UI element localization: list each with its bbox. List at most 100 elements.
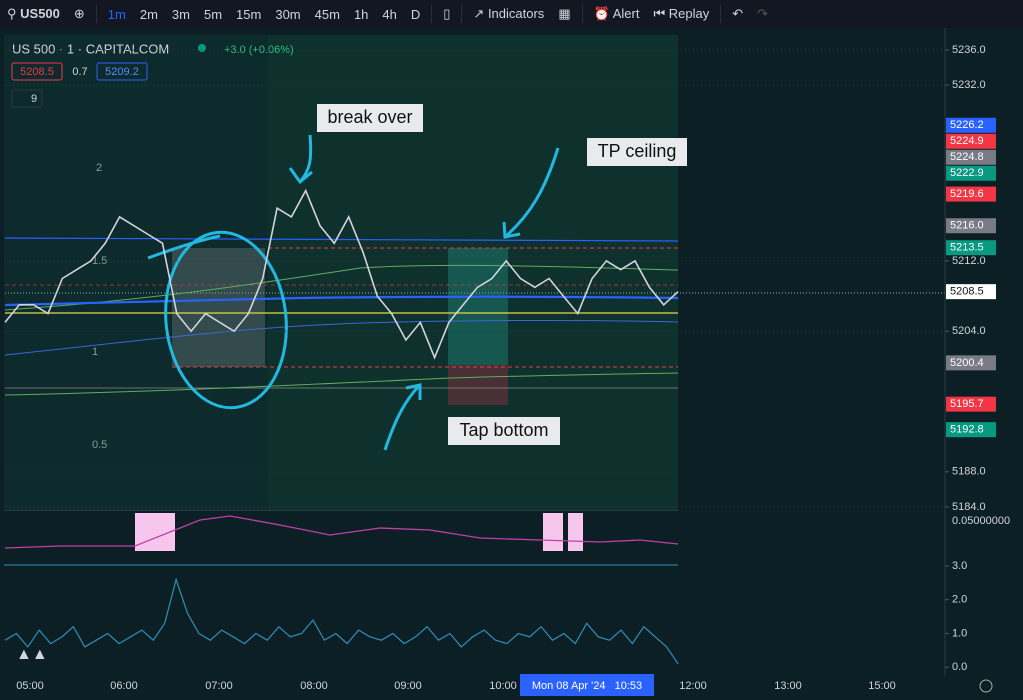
separator [461,5,463,23]
ask-box [96,62,148,81]
fib-label: 1.5 [92,255,107,267]
interval[interactable]: 15m [236,6,262,22]
annotation-box [317,104,423,132]
highlight-box [568,513,583,551]
price-tag-label: 5216.0 [950,220,984,232]
price-tag-label: 5208.5 [950,286,984,298]
x-tick-label: 12:00 [679,680,707,692]
ma-line [4,237,679,242]
indicator-toggle[interactable] [11,89,43,108]
price-tag [946,186,996,202]
price-tag-label: 5219.6 [950,188,984,200]
replay-button[interactable]: ⏮ Replay [653,6,710,21]
interval[interactable]: 30m [275,6,301,22]
symbol-search[interactable]: ⚲ US500 [7,6,60,21]
intervals: 1m 2m 3m 5m 15m 30m 45m 1h 4h D [101,7,427,22]
price-tag [946,165,996,181]
interval[interactable]: 5m [203,6,223,22]
fib-label: 0.5 [92,439,107,451]
price-tag [946,117,996,133]
price-tag [946,422,996,438]
price-tag-label: 5226.2 [950,119,984,131]
price-tag-label: 5224.8 [950,151,984,163]
price-tag-label: 5213.5 [950,242,984,254]
price-tag [946,355,996,371]
price-tag-label: 5195.7 [950,398,984,410]
price-tag [946,396,996,412]
price-tag-label: 5222.9 [950,167,984,179]
price-tag [946,149,996,165]
undo[interactable]: ↶ [732,6,744,21]
target-box [448,248,508,365]
arrow [288,134,313,185]
x-tick-label: 07:00 [205,680,233,692]
price-line [4,188,679,360]
annotation: Tap bottom [459,420,548,440]
price-tag-label: 5192.8 [950,424,984,436]
range-box [172,248,265,367]
interval[interactable]: 1m [107,6,126,22]
redo[interactable]: ↷ [757,6,769,21]
x-tick-label: 09:00 [394,680,422,692]
interval[interactable]: 45m [314,6,340,22]
x-tick-label: 05:00 [16,680,44,692]
logo: ▲▲ [16,646,48,663]
y-tick-label: 5232.0 [952,79,986,91]
y-tick-label: 5212.0 [952,255,986,267]
interval[interactable]: 3m [171,6,190,22]
arrow [383,383,422,451]
alert-button[interactable]: ⏰ Alert [593,6,640,21]
annotation: break over [327,107,412,127]
y-tick-label: 5236.0 [952,44,986,56]
ma-line [4,372,679,396]
x-tick-label: 10:00 [489,680,517,692]
x-tick-label: 08:00 [300,680,328,692]
arrow [502,147,560,239]
crosshair-time-box [520,674,654,696]
price-tag-label: 5224.9 [950,135,984,147]
price-tag [946,218,996,234]
indicator-count[interactable]: 9 [31,93,37,105]
y-tick-label: 3.0 [952,560,967,572]
annotation: TP ceiling [598,141,677,161]
chart-type[interactable]: ▯ [443,6,451,21]
interval[interactable]: 4h [382,6,397,22]
y-tick-label: 5184.0 [952,501,986,513]
separator [581,5,583,23]
toolbar: ⚲ US500 ⊕ 1m 2m 3m 5m 15m 30m 45m 1h 4h D ▯ ↗ Ind… [0,0,1023,29]
ma-line [4,264,679,311]
chart: US 500 · 1 · CAPITALCOM +3.0 (+0.06%) 52… [0,28,1023,700]
hand-stroke [147,234,221,260]
time-axis [0,676,1023,700]
legend-change: +3.0 (+0.06%) [224,44,294,56]
spread: 0.7 [72,66,87,78]
interval[interactable]: 2m [139,6,158,22]
y-tick-label: 1.0 [952,627,967,639]
layouts[interactable]: ▦ [558,6,571,21]
y-tick-label: 5204.0 [952,325,986,337]
price-line [4,577,679,665]
y-tick-label: 0.0 [952,661,967,673]
y-tick-label: 5188.0 [952,466,986,478]
oscillator-scale: 0.05000000 [952,515,1010,527]
separator [431,5,433,23]
indicators-button[interactable]: ↗ Indicators [473,6,545,21]
settings[interactable] [979,679,993,693]
oscillator-line [4,515,679,549]
separator [95,5,97,23]
legend-title: US 500 · 1 · CAPITALCOM [12,41,169,56]
interval[interactable]: 1h [353,6,369,22]
replay-label[interactable]: Replay [668,6,710,21]
interval[interactable]: D [410,6,421,22]
fib-label: 1 [92,346,98,358]
hand-circle [164,230,288,410]
ma-line [4,295,679,307]
fib-label: 2 [96,162,102,174]
add-symbol[interactable]: ⊕ [73,6,85,21]
bid-box [11,62,63,81]
symbol[interactable]: US500 [20,6,60,21]
alert-label[interactable]: Alert [612,6,640,21]
indicators-label[interactable]: Indicators [487,6,545,21]
zone-shading [4,35,268,510]
